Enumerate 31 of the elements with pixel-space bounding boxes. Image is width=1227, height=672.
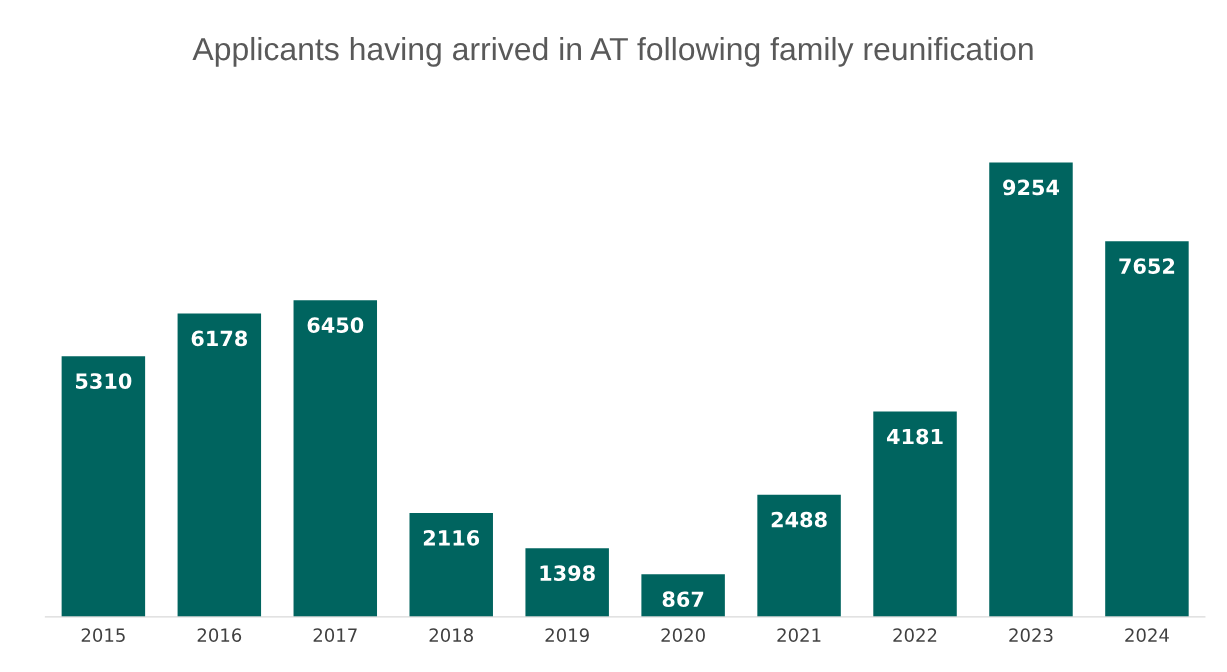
data-label: 2116 [423,530,480,546]
x-tick-label: 2024 [1125,628,1169,642]
x-tick-label: 2019 [545,628,589,642]
x-tick-label: 2023 [1009,628,1053,642]
data-label: 6450 [307,317,364,333]
data-label: 867 [662,591,704,608]
x-tick-label: 2016 [197,628,242,642]
bar [61,356,146,617]
data-label: 1398 [540,565,595,582]
bar [525,548,609,617]
bar [641,574,725,617]
data-label: 5310 [75,373,132,389]
data-label: 7652 [1119,258,1175,274]
x-tick-label: 2015 [81,628,125,642]
bar [1105,241,1189,617]
data-label: 2488 [771,511,827,528]
x-tick-label: 2020 [661,628,705,642]
bar [873,411,957,617]
bar [989,162,1073,617]
x-tick-label: 2022 [893,628,937,642]
data-label: 4181 [886,428,943,445]
bar [177,313,262,617]
chart-title: Applicants having arrived in AT following family reunification [192,36,1033,67]
bar [757,494,841,617]
data-label: 6178 [191,330,248,347]
x-tick-label: 2018 [429,628,473,642]
x-tick-label: 2021 [777,628,821,642]
data-label: 9254 [1003,179,1060,196]
bar [293,300,378,617]
x-tick-label: 2017 [313,628,357,642]
bar [409,512,493,617]
